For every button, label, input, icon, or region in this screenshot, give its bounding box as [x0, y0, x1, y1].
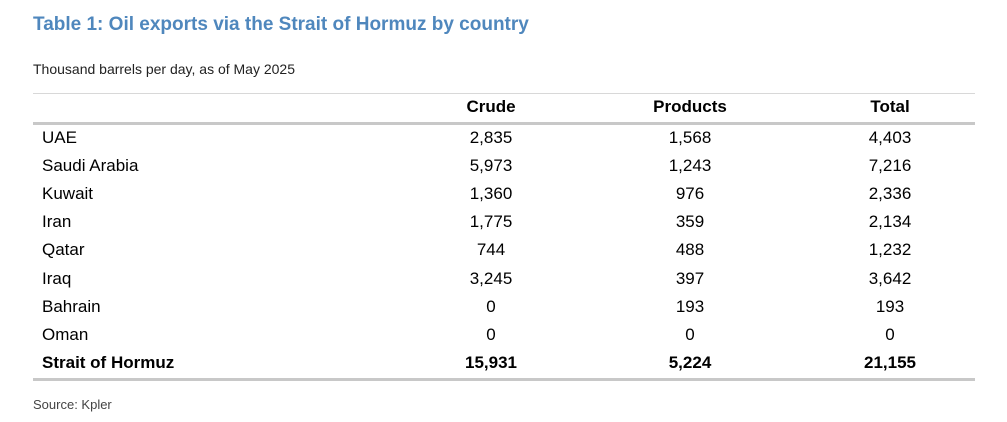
- table-cell: 1,568: [668, 128, 712, 147]
- table-cell: 397: [675, 268, 705, 288]
- table-cell: 0: [486, 296, 496, 316]
- table-cell: 5,973: [469, 156, 513, 176]
- table-cell: 488: [675, 240, 705, 260]
- bottom-rule: [33, 378, 975, 381]
- top-rule: [33, 93, 975, 94]
- row-label: Qatar: [42, 240, 85, 260]
- table-cell: 193: [675, 296, 705, 316]
- table-cell: 744: [476, 240, 506, 260]
- header-rule: [33, 122, 975, 125]
- table-cell: 976: [675, 184, 705, 204]
- table-cell: 1,243: [668, 156, 712, 176]
- total-cell: 5,224: [668, 352, 712, 372]
- table-cell: 2,134: [868, 212, 912, 232]
- table-cell: 2,336: [868, 184, 912, 204]
- total-cell: 21,155: [864, 352, 916, 372]
- table-subtitle: Thousand barrels per day, as of May 2025: [33, 61, 296, 77]
- table-cell: 1,360: [469, 184, 513, 204]
- table-cell: 0: [685, 324, 695, 344]
- table-title: Table 1: Oil exports via the Strait of H…: [33, 14, 529, 35]
- table-source: Source: Kpler: [33, 397, 112, 412]
- table-cell: 0: [486, 324, 496, 344]
- table-cell: 359: [675, 212, 705, 232]
- table-cell: 193: [875, 296, 905, 316]
- table-cell: 1,232: [868, 240, 912, 260]
- table-cell: 2,835: [469, 128, 513, 147]
- row-label: Oman: [42, 324, 89, 344]
- table-cell: 4,403: [868, 128, 912, 147]
- column-header: Total: [870, 97, 910, 116]
- column-header: Products: [653, 97, 727, 116]
- total-cell: 15,931: [465, 352, 517, 372]
- total-label: Strait of Hormuz: [42, 352, 175, 372]
- table-cell: 7,216: [868, 156, 912, 176]
- row-label: Iran: [42, 212, 72, 232]
- table-cell: 0: [885, 324, 895, 344]
- table-cell: 1,775: [469, 212, 513, 232]
- table-cell: 3,642: [868, 268, 912, 288]
- row-label: Iraq: [42, 268, 72, 288]
- row-label: UAE: [42, 128, 77, 147]
- row-label: Kuwait: [42, 184, 94, 204]
- row-label: Saudi Arabia: [42, 156, 139, 176]
- column-header: Crude: [466, 97, 516, 116]
- table-cell: 3,245: [469, 268, 513, 288]
- row-label: Bahrain: [42, 296, 101, 316]
